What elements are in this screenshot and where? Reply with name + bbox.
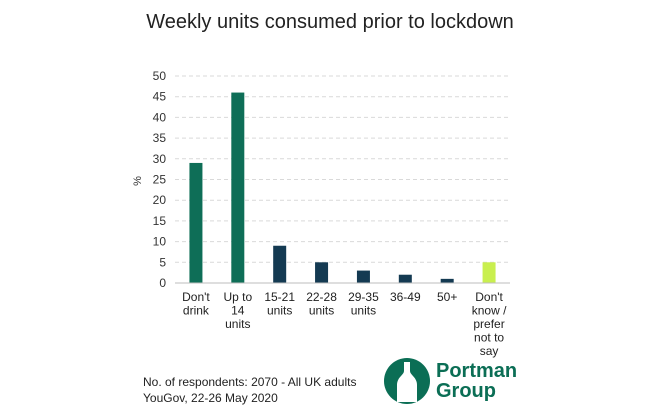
portman-group-logo: Portman Group	[384, 356, 564, 406]
footnote: No. of respondents: 2070 - All UK adults…	[143, 374, 356, 406]
category-label: Up to 14 units	[223, 290, 252, 331]
logo-text: Portman Group	[436, 361, 517, 401]
y-tick-label: 35	[153, 131, 167, 145]
category-label: 29-35 units	[348, 290, 379, 318]
bars	[189, 92, 496, 283]
category-label: Don't drink	[182, 290, 210, 318]
logo-text-line1: Portman	[436, 360, 518, 382]
category-label: 36-49	[390, 290, 421, 304]
gridlines	[175, 75, 510, 263]
chart-title: Weekly units consumed prior to lockdown	[146, 11, 514, 33]
bar	[440, 278, 454, 283]
y-tick-label: 15	[153, 214, 167, 228]
category-labels: Don't drink Up to 14 units 15-21 units 22-28 uni…	[182, 290, 507, 358]
category-label: 50+	[437, 290, 457, 304]
bottle-logo-icon	[384, 358, 430, 404]
y-tick-label: 10	[153, 235, 167, 249]
bar	[189, 162, 203, 283]
y-tick-label: 50	[153, 69, 167, 83]
bar	[315, 262, 329, 283]
y-tick-label: 40	[153, 110, 167, 124]
category-label: 15-21 units	[264, 290, 295, 318]
bar	[482, 262, 496, 283]
source-note: YouGov, 22-26 May 2020	[143, 391, 278, 405]
logo-text-line2: Group	[436, 380, 496, 402]
y-axis-label: %	[132, 176, 144, 186]
y-tick-label: 30	[153, 152, 167, 166]
category-label: Don't know / prefer not to say	[472, 290, 507, 358]
category-label: 22-28 units	[306, 290, 337, 318]
bar	[273, 245, 287, 283]
y-tick-label: 45	[153, 90, 167, 104]
bar	[398, 274, 412, 283]
bar	[231, 92, 245, 283]
bar	[356, 270, 370, 283]
y-tick-label: 5	[159, 255, 166, 269]
respondents-note: No. of respondents: 2070 - All UK adults	[143, 375, 357, 389]
y-axis-ticks: 0 5 10 15 20 25 30 35 40 45 50	[153, 69, 167, 290]
y-tick-label: 25	[153, 173, 167, 187]
y-tick-label: 20	[153, 193, 167, 207]
y-tick-label: 0	[159, 276, 166, 290]
bar-chart: 0 5 10 15 20 25 30 35 40 45 50 % Don't drink Up to 14…	[132, 69, 510, 358]
